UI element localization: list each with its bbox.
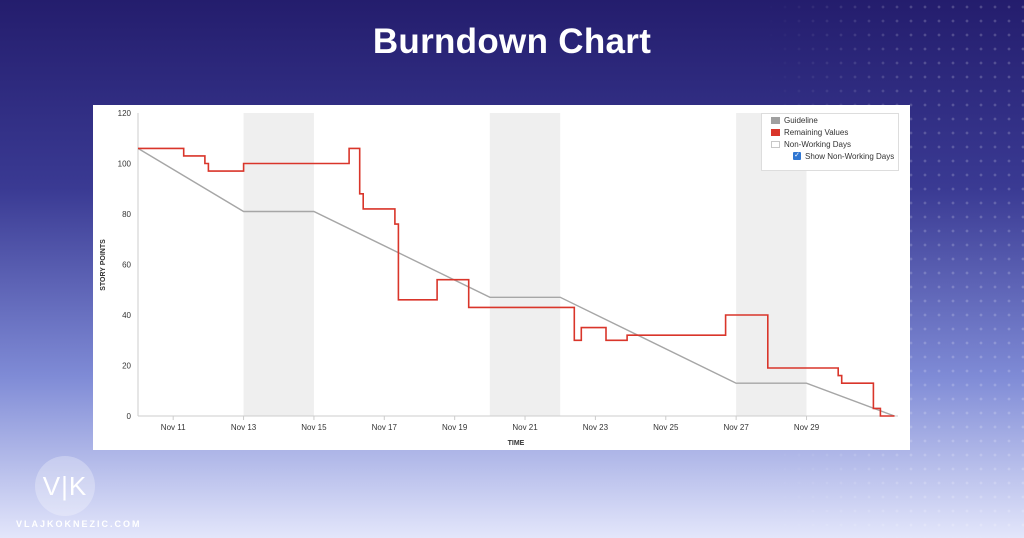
x-tick-label: Nov 19 bbox=[442, 423, 468, 432]
x-tick-label: Nov 23 bbox=[583, 423, 609, 432]
y-tick-labels: 0 20 40 60 80 100 120 bbox=[118, 109, 132, 421]
y-tick-label: 20 bbox=[122, 362, 131, 371]
y-tick-label: 0 bbox=[127, 412, 132, 421]
legend-label: Guideline bbox=[784, 116, 818, 125]
chart-legend: Guideline Remaining Values Non-Working D… bbox=[761, 113, 899, 171]
x-tick-label: Nov 25 bbox=[653, 423, 679, 432]
non-working-day-band bbox=[490, 113, 560, 416]
legend-label: Non-Working Days bbox=[784, 140, 851, 149]
chart-panel: 0 20 40 60 80 100 120 Nov 11 Nov 13 Nov 15 Nov 17… bbox=[93, 105, 910, 450]
y-tick-label: 60 bbox=[122, 261, 131, 270]
page-title: Burndown Chart bbox=[0, 22, 1024, 62]
remaining-values-swatch-icon bbox=[771, 129, 780, 136]
x-tick-label: Nov 21 bbox=[512, 423, 538, 432]
guideline-swatch-icon bbox=[771, 117, 780, 124]
x-axis-title: TIME bbox=[508, 440, 525, 447]
non-working-days-swatch-icon bbox=[771, 141, 780, 148]
legend-item-guideline: Guideline bbox=[762, 114, 898, 126]
x-tick-label: Nov 13 bbox=[231, 423, 257, 432]
legend-label: Remaining Values bbox=[784, 128, 848, 137]
brand-logo: V|K bbox=[35, 456, 95, 516]
y-tick-label: 80 bbox=[122, 210, 131, 219]
y-tick-label: 120 bbox=[118, 109, 132, 118]
x-tick-label: Nov 15 bbox=[301, 423, 327, 432]
checkbox-checked-icon[interactable]: ✓ bbox=[793, 152, 801, 160]
legend-item-non-working-days: Non-Working Days bbox=[762, 138, 898, 150]
non-working-days-bands bbox=[244, 113, 807, 416]
x-tick-label: Nov 17 bbox=[372, 423, 398, 432]
site-url: VLAJKOKNEZIC.COM bbox=[16, 519, 142, 529]
x-tick-label: Nov 11 bbox=[161, 423, 186, 432]
checkbox-label: Show Non-Working Days bbox=[805, 152, 894, 161]
y-tick-label: 40 bbox=[122, 311, 131, 320]
legend-item-remaining-values: Remaining Values bbox=[762, 126, 898, 138]
y-tick-label: 100 bbox=[118, 160, 132, 169]
non-working-day-band bbox=[244, 113, 314, 416]
x-tick-labels: Nov 11 Nov 13 Nov 15 Nov 17 Nov 19 Nov 21 Nov … bbox=[161, 416, 820, 432]
x-tick-label: Nov 27 bbox=[723, 423, 749, 432]
show-non-working-days-toggle[interactable]: ✓ Show Non-Working Days bbox=[762, 150, 898, 162]
x-tick-label: Nov 29 bbox=[794, 423, 820, 432]
y-axis-title: STORY POINTS bbox=[100, 239, 107, 291]
